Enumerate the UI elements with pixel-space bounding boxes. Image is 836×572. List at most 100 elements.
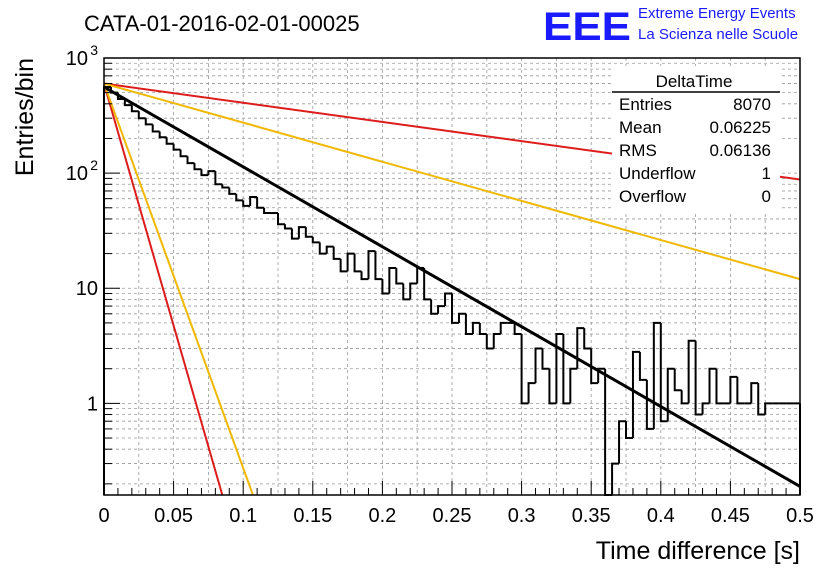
chart-title: CATA-01-2016-02-01-00025: [84, 11, 360, 36]
x-tick-label: 0.3: [508, 505, 536, 527]
histogram-bin: [318, 242, 327, 255]
stats-value-underflow: 1: [762, 164, 771, 183]
histogram-bin: [520, 334, 529, 405]
histogram-bin: [555, 333, 564, 404]
stats-box: DeltaTime Entries 8070 Mean 0.06225 RMS …: [612, 66, 780, 212]
histogram-bin: [478, 322, 487, 336]
histogram-bin: [130, 105, 139, 113]
histogram-bin: [444, 292, 452, 307]
stats-label-rms: RMS: [619, 141, 657, 160]
x-tick-label: 0.35: [572, 505, 611, 527]
fit-curve-group: [103, 85, 801, 488]
histogram-bin: [103, 85, 111, 495]
histogram-bin: [652, 321, 661, 429]
stats-value-overflow: 0: [762, 187, 771, 206]
histogram-bin: [353, 253, 362, 273]
histogram-bin: [186, 156, 195, 165]
stats-label-overflow: Overflow: [619, 187, 687, 206]
histogram-bin: [409, 282, 418, 300]
histogram-bin: [708, 367, 717, 404]
histogram-bin: [548, 368, 557, 405]
histogram-bin: [423, 267, 432, 301]
histogram-bin: [604, 368, 613, 496]
histogram-bin: [694, 340, 703, 416]
histogram-bin: [214, 171, 223, 186]
histogram-bin: [576, 327, 585, 369]
histogram-bin: [242, 200, 251, 207]
histogram-bin: [304, 227, 313, 238]
logo-line-1: Extreme Energy Events: [638, 5, 796, 22]
stats-value-mean: 0.06225: [710, 118, 771, 137]
histogram-bin: [360, 271, 369, 281]
histogram-bin: [290, 228, 299, 240]
histogram-bin: [464, 313, 473, 336]
histogram-bin: [492, 333, 501, 349]
histogram-bin: [200, 169, 209, 177]
histogram-bin: [263, 207, 272, 215]
histogram-bin: [193, 163, 202, 171]
stats-label-mean: Mean: [619, 118, 662, 137]
histogram-bin: [764, 402, 773, 415]
histogram-bin: [597, 367, 606, 384]
stats-value-rms: 0.06136: [710, 141, 771, 160]
fit-curve: [103, 85, 801, 488]
axes: 0 0.05 0.1 0.15 0.2 0.25 0.3 0.35 0.4 0.45 0.51101…: [66, 42, 814, 527]
x-tick-label: 0.1: [229, 505, 257, 527]
histogram-bin: [457, 312, 466, 323]
reference-line-4: [103, 83, 254, 496]
histogram-bin: [715, 368, 724, 405]
histogram-bin: [680, 390, 689, 405]
histogram-bin: [590, 348, 599, 385]
x-tick-label: 0.05: [154, 505, 193, 527]
histogram-bin: [541, 348, 550, 370]
x-tick-label: 0.4: [647, 505, 675, 527]
logo-line-2: La Scienza nelle Scuole: [638, 26, 798, 43]
x-tick-label: 0.25: [433, 505, 472, 527]
stats-box-background: [612, 66, 780, 212]
x-axis-label: Time difference [s]: [596, 537, 800, 565]
y-tick-exponent: 2: [90, 157, 98, 173]
histogram-bin: [666, 367, 675, 422]
histogram-bin: [144, 118, 153, 126]
x-tick-label: 0.5: [786, 505, 814, 527]
histogram-bin: [179, 149, 188, 158]
histogram-bin: [485, 334, 494, 350]
histogram-bin: [256, 197, 265, 209]
histogram-bin: [325, 245, 334, 254]
histogram-bin: [137, 111, 146, 120]
histogram-bin: [701, 402, 710, 415]
histogram-bin: [527, 382, 536, 404]
histogram-bin: [332, 246, 341, 260]
histogram-bin: [311, 236, 320, 244]
reference-line-3: [103, 83, 224, 496]
x-tick-label: 0.2: [368, 505, 396, 527]
histogram-bin: [151, 124, 160, 133]
histogram-bin: [513, 322, 522, 336]
histogram-bin: [367, 250, 376, 280]
x-tick-label: 0.15: [293, 505, 332, 527]
y-tick-label: 10: [76, 278, 98, 300]
histogram-bin: [583, 328, 592, 350]
histogram-bin: [235, 193, 244, 202]
histogram-bin: [221, 184, 230, 189]
histogram-bin: [402, 283, 411, 301]
histogram-bin: [659, 322, 668, 423]
eee-logo-mark: EEE: [543, 5, 631, 49]
histogram-bin: [381, 279, 390, 295]
histogram-bin: [534, 347, 543, 384]
histogram-bin: [569, 367, 578, 404]
histogram-bin: [165, 137, 174, 145]
y-tick-label: 10: [66, 163, 88, 185]
stats-label-underflow: Underflow: [619, 164, 696, 183]
stats-value-entries: 8070: [733, 95, 771, 114]
histogram-bin: [750, 382, 759, 404]
histogram-bin: [471, 321, 480, 335]
eee-logo: EEE Extreme Energy Events La Scienza nel…: [543, 5, 798, 49]
histogram-bin: [228, 187, 237, 195]
histogram-bin: [618, 420, 626, 464]
x-tick-label: 0: [98, 505, 109, 527]
histogram-bin: [645, 379, 654, 430]
stats-title: DeltaTime: [656, 72, 733, 91]
histogram-bin: [346, 252, 355, 272]
